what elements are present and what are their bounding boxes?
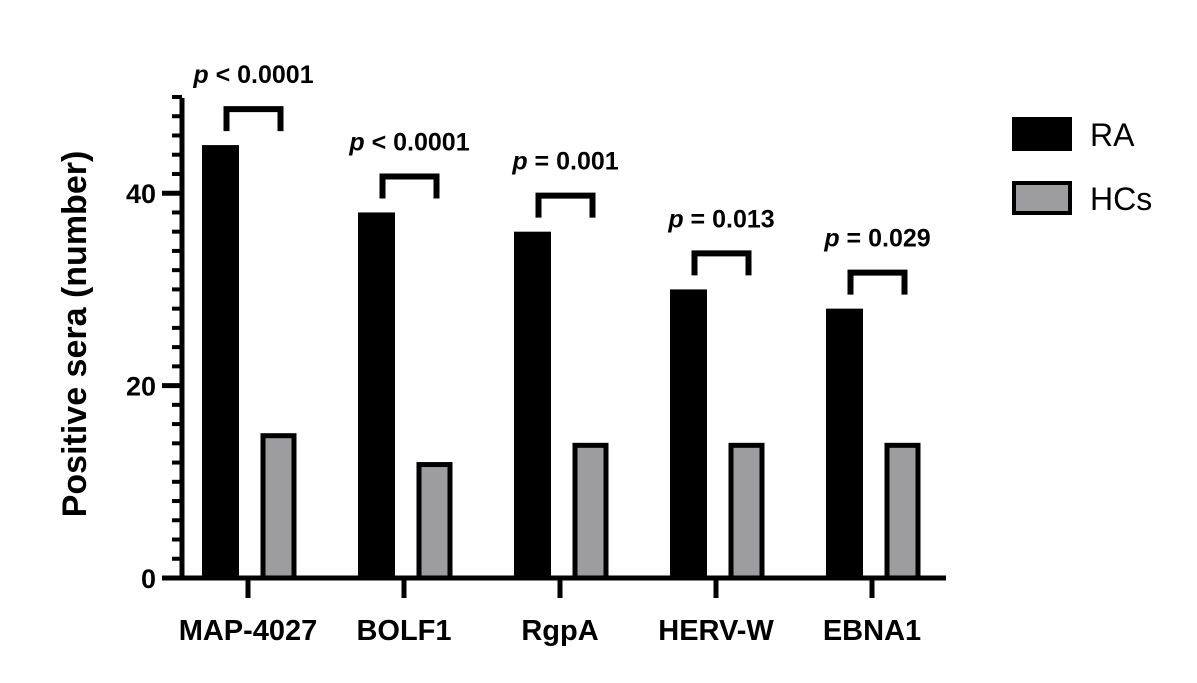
comparison-bracket bbox=[223, 106, 284, 132]
p-value-text: = 0.029 bbox=[840, 225, 931, 253]
bar-ra bbox=[826, 308, 863, 578]
p-value-text: < 0.0001 bbox=[365, 128, 470, 156]
p-value-label: p = 0.001 bbox=[511, 148, 618, 176]
x-category-label: EBNA1 bbox=[823, 615, 921, 647]
bar-ra bbox=[358, 212, 395, 578]
p-value-label: p = 0.013 bbox=[667, 205, 774, 233]
bar-ra bbox=[202, 145, 239, 578]
y-tick-label: 0 bbox=[141, 564, 156, 594]
x-category-label: HERV-W bbox=[658, 615, 774, 647]
p-symbol: p bbox=[348, 128, 364, 156]
legend-label: RA bbox=[1090, 117, 1135, 153]
legend-label: HCs bbox=[1090, 181, 1152, 217]
p-value-text: < 0.0001 bbox=[209, 61, 314, 89]
p-value-label: p = 0.029 bbox=[823, 225, 930, 253]
y-tick-label: 40 bbox=[126, 179, 156, 209]
comparison-bracket bbox=[535, 192, 596, 218]
p-symbol: p bbox=[192, 61, 208, 89]
x-category-label: MAP-4027 bbox=[179, 615, 318, 647]
comparison-bracket bbox=[379, 173, 440, 199]
bar-hcs bbox=[416, 462, 453, 581]
x-category-label: RgpA bbox=[521, 615, 598, 647]
bar-hcs bbox=[728, 442, 765, 581]
y-tick-label: 20 bbox=[126, 372, 156, 402]
legend-swatch-hcs bbox=[1012, 181, 1072, 215]
bar-hcs bbox=[572, 442, 609, 581]
comparison-bracket bbox=[847, 269, 908, 295]
bar-hcs bbox=[884, 442, 921, 581]
legend-swatch-ra bbox=[1012, 117, 1072, 151]
p-symbol: p bbox=[667, 205, 683, 233]
p-value-text: = 0.013 bbox=[684, 205, 775, 233]
y-axis-title: Positive sera (number) bbox=[56, 151, 94, 518]
p-symbol: p bbox=[823, 225, 839, 253]
bar-hcs bbox=[260, 433, 297, 581]
p-value-text: = 0.001 bbox=[528, 148, 619, 176]
bar-ra bbox=[514, 231, 551, 578]
comparison-bracket bbox=[691, 250, 752, 276]
x-category-label: BOLF1 bbox=[356, 615, 451, 647]
p-value-label: p < 0.0001 bbox=[348, 128, 469, 156]
p-symbol: p bbox=[511, 148, 527, 176]
p-value-label: p < 0.0001 bbox=[192, 61, 313, 89]
bar-ra bbox=[670, 289, 707, 578]
